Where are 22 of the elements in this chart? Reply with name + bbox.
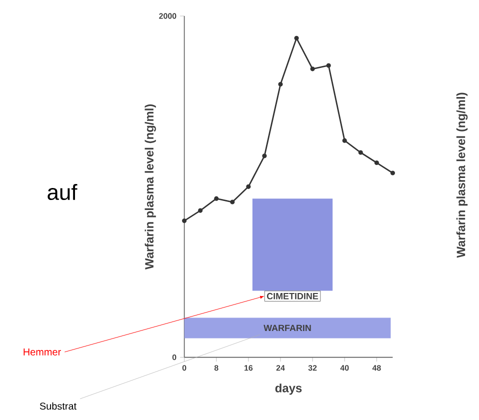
point [342,138,347,143]
band-label: WARFARIN [264,324,311,332]
point [246,184,251,189]
point [358,150,363,155]
point [230,200,235,204]
point [278,82,283,87]
point [294,36,299,40]
point [182,218,187,224]
text: Warfarin plasma level (ng/ml) [456,92,468,258]
point [262,154,267,158]
point [198,208,203,213]
point [374,160,379,166]
x-axis-title: days [275,384,302,395]
text: auf [48,184,78,200]
point [326,63,331,68]
text: Substrat [40,402,76,410]
point [214,196,219,201]
point [310,66,315,72]
band-label: CIMETIDINE [266,292,318,300]
point [390,170,395,176]
text: Hemmer [24,348,61,356]
y-axis-title: Warfarin plasma level (ng/ml) [144,104,156,270]
